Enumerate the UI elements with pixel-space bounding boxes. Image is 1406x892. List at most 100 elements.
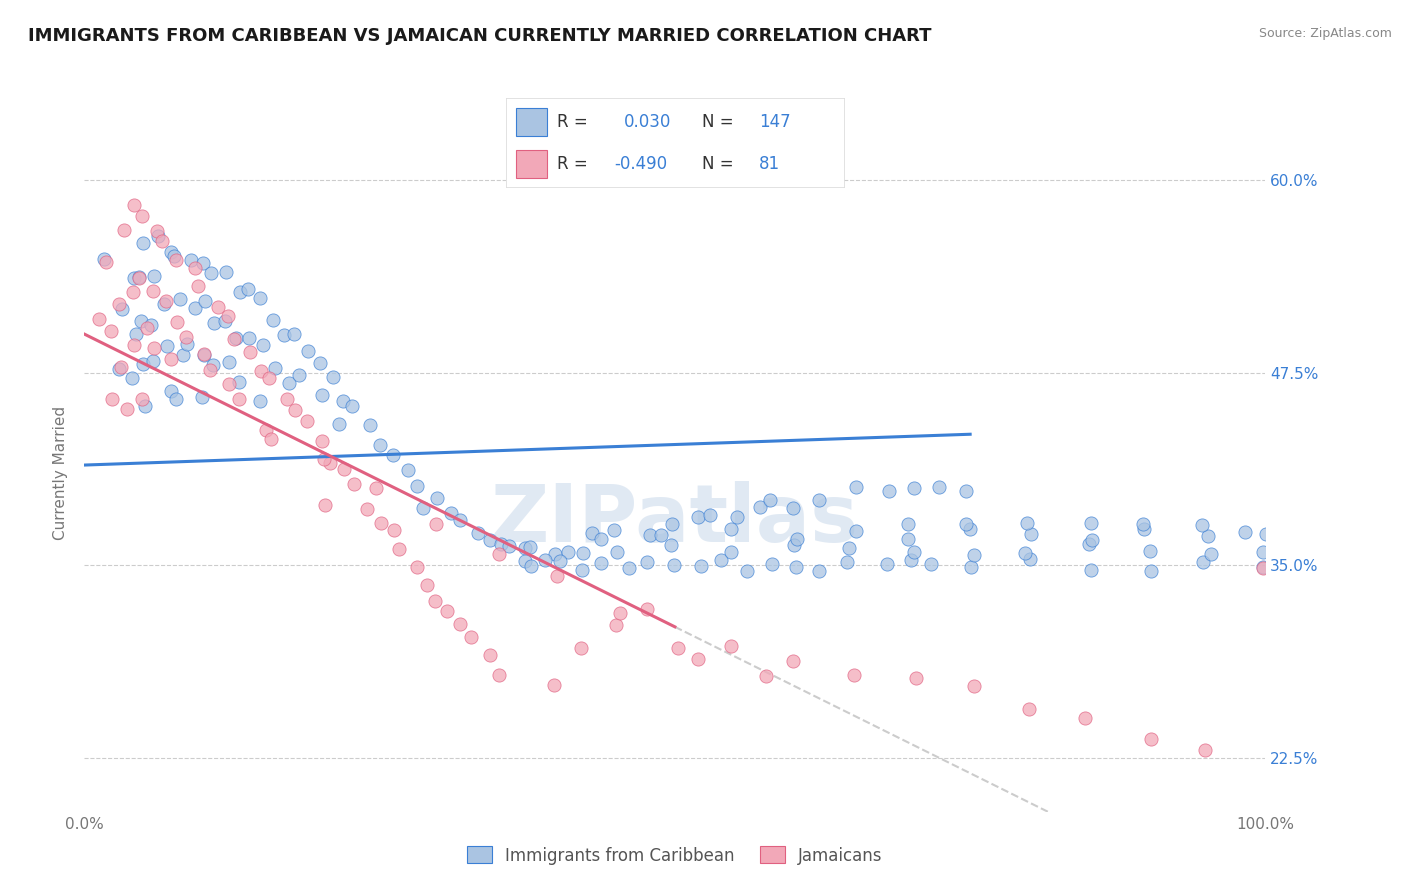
Point	[1254, 527, 1277, 541]
Point	[1197, 529, 1219, 543]
Point	[735, 564, 758, 578]
Point	[904, 671, 927, 685]
Point	[356, 501, 378, 516]
Point	[1073, 711, 1095, 725]
Point	[903, 545, 925, 559]
Point	[845, 524, 868, 538]
Point	[160, 244, 183, 259]
Point	[955, 484, 977, 499]
Legend: Immigrants from Caribbean, Jamaicans: Immigrants from Caribbean, Jamaicans	[460, 839, 890, 871]
Point	[571, 546, 593, 560]
Point	[581, 526, 603, 541]
Point	[838, 541, 860, 555]
Point	[1014, 546, 1036, 560]
Point	[1080, 563, 1102, 577]
Point	[546, 569, 568, 583]
Point	[1233, 524, 1256, 539]
Point	[786, 532, 808, 546]
Point	[520, 559, 543, 574]
Point	[686, 652, 709, 666]
Point	[122, 338, 145, 352]
Point	[686, 509, 709, 524]
Point	[319, 456, 342, 470]
Point	[720, 640, 742, 654]
Point	[1080, 516, 1102, 530]
Point	[467, 526, 489, 541]
Point	[808, 564, 831, 578]
Point	[460, 630, 482, 644]
Point	[198, 363, 221, 377]
Point	[193, 348, 215, 362]
Point	[343, 477, 366, 491]
Point	[405, 479, 427, 493]
Point	[955, 516, 977, 531]
Point	[93, 252, 115, 266]
Point	[749, 500, 772, 514]
Point	[250, 364, 273, 378]
Text: 81: 81	[759, 155, 780, 173]
Point	[359, 418, 381, 433]
Point	[416, 578, 439, 592]
Point	[1192, 555, 1215, 569]
Point	[412, 500, 434, 515]
Point	[134, 399, 156, 413]
Point	[478, 648, 501, 662]
Point	[222, 332, 245, 346]
Point	[589, 557, 612, 571]
Point	[959, 522, 981, 536]
Point	[257, 371, 280, 385]
Point	[131, 392, 153, 407]
Point	[489, 537, 512, 551]
Point	[661, 538, 683, 552]
Point	[903, 481, 925, 495]
Point	[115, 402, 138, 417]
Point	[214, 314, 236, 328]
Point	[314, 498, 336, 512]
Point	[368, 437, 391, 451]
Point	[311, 434, 333, 449]
Point	[638, 528, 661, 542]
Point	[366, 481, 388, 495]
Point	[101, 392, 124, 407]
Point	[1140, 564, 1163, 578]
Point	[1017, 516, 1039, 531]
Point	[333, 461, 356, 475]
Point	[1077, 537, 1099, 551]
Text: N =: N =	[702, 155, 734, 173]
Point	[264, 361, 287, 376]
Point	[1019, 527, 1042, 541]
Point	[288, 368, 311, 383]
Point	[322, 370, 344, 384]
Point	[328, 417, 350, 431]
Point	[761, 558, 783, 572]
Point	[533, 553, 555, 567]
FancyBboxPatch shape	[516, 150, 547, 178]
Point	[142, 354, 165, 368]
Point	[87, 312, 110, 326]
Point	[260, 432, 283, 446]
Point	[132, 357, 155, 371]
Point	[122, 198, 145, 212]
Point	[108, 297, 131, 311]
Point	[143, 268, 166, 283]
Point	[108, 362, 131, 376]
Point	[155, 339, 177, 353]
Point	[193, 347, 215, 361]
Point	[314, 452, 336, 467]
Point	[1251, 545, 1274, 559]
Point	[94, 254, 117, 268]
Text: N =: N =	[702, 113, 734, 131]
Point	[174, 330, 197, 344]
Point	[606, 544, 628, 558]
Point	[111, 301, 134, 316]
Point	[191, 391, 214, 405]
Point	[1133, 522, 1156, 536]
Point	[194, 294, 217, 309]
Point	[963, 679, 986, 693]
Point	[845, 480, 868, 494]
Point	[519, 540, 541, 554]
Point	[396, 463, 419, 477]
Point	[758, 493, 780, 508]
Point	[1018, 702, 1040, 716]
Text: -0.490: -0.490	[614, 155, 668, 173]
